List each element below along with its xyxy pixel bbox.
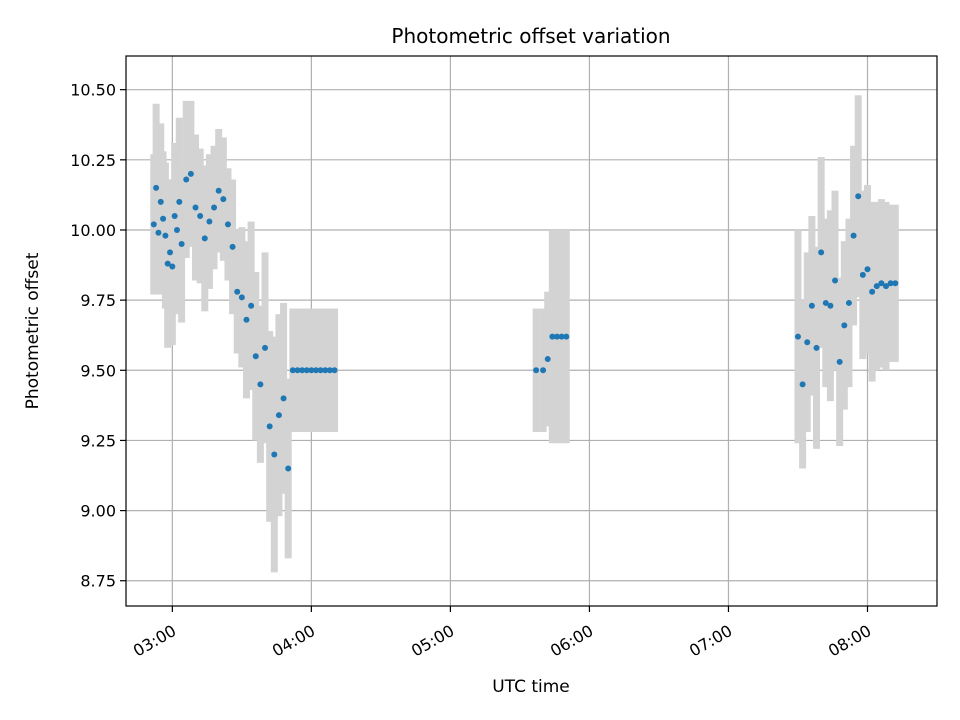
data-point: [322, 367, 329, 374]
data-point: [271, 451, 278, 458]
data-point: [266, 423, 273, 430]
data-point: [869, 288, 876, 295]
y-tick-label: 10.00: [70, 221, 116, 240]
x-tick-label: 04:00: [269, 621, 318, 661]
y-tick-label: 8.75: [80, 572, 116, 591]
data-point: [285, 465, 292, 472]
plot-frame: [125, 55, 938, 607]
data-point: [167, 249, 174, 256]
data-point: [855, 193, 862, 200]
data-point: [289, 367, 296, 374]
data-point: [176, 198, 183, 205]
data-point: [326, 367, 333, 374]
data-point: [841, 322, 848, 329]
y-tick-label: 10.50: [70, 81, 116, 100]
data-point: [832, 277, 839, 284]
data-point: [243, 316, 250, 323]
data-point: [229, 243, 236, 250]
x-tick-label: 08:00: [825, 621, 874, 661]
y-axis-label: Photometric offset: [23, 252, 43, 409]
data-point: [813, 344, 820, 351]
data-point: [197, 212, 204, 219]
data-point: [153, 184, 160, 191]
data-point: [558, 333, 565, 340]
data-point: [533, 367, 540, 374]
data-point: [257, 381, 264, 388]
data-point: [873, 283, 880, 290]
data-point: [155, 229, 162, 236]
data-point: [549, 333, 556, 340]
y-tick-label: 10.25: [70, 151, 116, 170]
data-point: [238, 294, 245, 301]
data-point: [317, 367, 324, 374]
data-point: [331, 367, 338, 374]
data-point: [224, 221, 231, 228]
data-point: [220, 196, 227, 203]
y-axis: 8.75 9.00 9.25 9.50 9.75 10.00 10.25 10.50: [70, 81, 126, 591]
data-point: [150, 221, 157, 228]
data-point: [162, 232, 169, 239]
data-point: [192, 204, 199, 211]
y-tick-label: 9.50: [80, 361, 116, 380]
data-point: [262, 344, 269, 351]
data-point: [211, 204, 218, 211]
data-point: [206, 218, 213, 225]
data-point: [883, 283, 890, 290]
data-point: [553, 333, 560, 340]
data-point: [234, 288, 241, 295]
data-point: [294, 367, 301, 374]
data-point: [215, 187, 222, 194]
data-point: [275, 412, 282, 419]
data-point: [544, 356, 551, 363]
data-point: [303, 367, 310, 374]
data-point: [822, 299, 829, 306]
data-point: [845, 299, 852, 306]
data-point: [804, 339, 811, 346]
data-point: [563, 333, 570, 340]
data-point: [859, 271, 866, 278]
x-axis-label: UTC time: [492, 677, 570, 697]
data-point: [808, 302, 815, 309]
data-point: [201, 235, 208, 242]
x-tick-label: 06:00: [547, 621, 596, 661]
x-tick-label: 05:00: [408, 621, 457, 661]
y-tick-label: 9.00: [80, 502, 116, 521]
data-point: [313, 367, 320, 374]
data-point: [169, 263, 176, 270]
data-point: [252, 353, 259, 360]
x-tick-label: 03:00: [130, 621, 179, 661]
data-point: [827, 302, 834, 309]
data-point: [183, 176, 190, 183]
y-tick-label: 9.25: [80, 431, 116, 450]
data-point: [173, 226, 180, 233]
data-point: [280, 395, 287, 402]
data-point: [878, 280, 885, 287]
data-point: [160, 215, 167, 222]
data-point: [248, 302, 255, 309]
data-point: [178, 241, 185, 248]
data-point: [299, 367, 306, 374]
x-axis: 03:00 04:00 05:00 06:00 07:00 08:00: [130, 606, 874, 661]
x-tick-label: 07:00: [686, 621, 735, 661]
data-point: [164, 260, 171, 267]
chart-title: Photometric offset variation: [391, 24, 670, 48]
data-point: [887, 280, 894, 287]
data-point: [818, 249, 825, 256]
data-point: [157, 198, 164, 205]
data-point: [308, 367, 315, 374]
data-point: [540, 367, 547, 374]
data-point: [850, 232, 857, 239]
data-point: [836, 358, 843, 365]
data-point: [799, 381, 806, 388]
data-point: [171, 212, 178, 219]
y-tick-label: 9.75: [80, 291, 116, 310]
data-points: [150, 170, 899, 472]
data-point: [892, 280, 899, 287]
data-point: [187, 170, 194, 177]
error-bars: [150, 95, 899, 573]
data-point: [864, 266, 871, 273]
data-point: [794, 333, 801, 340]
